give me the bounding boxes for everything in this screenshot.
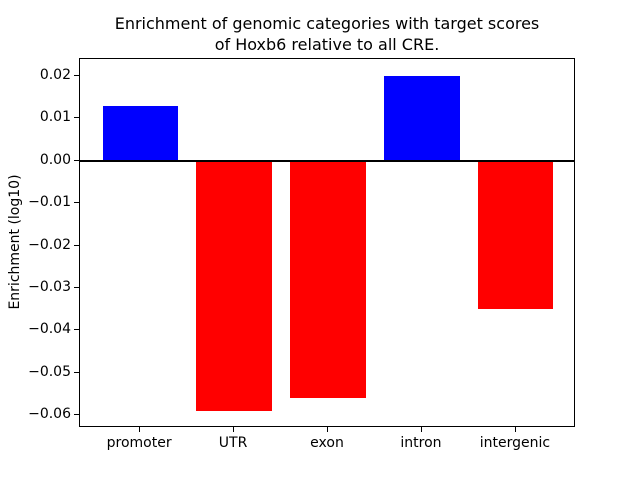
y-tick-label-0.01: 0.01 — [39, 109, 71, 126]
bar-intergenic — [478, 160, 554, 310]
x-tick-label-promoter: promoter — [106, 435, 172, 451]
y-tick-0.00 — [74, 159, 79, 161]
y-tick-label-−0.01: −0.01 — [28, 194, 71, 211]
bar-intron — [384, 75, 460, 161]
y-tick-label-−0.05: −0.05 — [28, 363, 71, 380]
y-tick-−0.02 — [74, 244, 79, 246]
chart-title-line2: of Hoxb6 relative to all CRE. — [214, 35, 440, 54]
bar-exon — [290, 160, 366, 399]
x-tick-intergenic — [514, 427, 516, 432]
y-tick-−0.04 — [74, 329, 79, 331]
x-tick-intron — [420, 427, 422, 432]
y-tick-label-−0.02: −0.02 — [28, 236, 71, 253]
y-tick-−0.03 — [74, 287, 79, 289]
x-tick-label-UTR: UTR — [218, 435, 248, 451]
x-tick-UTR — [233, 427, 235, 432]
y-tick-0.01 — [74, 117, 79, 119]
y-tick-0.02 — [74, 74, 79, 76]
chart-title-line1: Enrichment of genomic categories with ta… — [114, 14, 540, 33]
chart-title: Enrichment of genomic categories with ta… — [79, 13, 575, 55]
x-tick-promoter — [139, 427, 141, 432]
x-tick-label-exon: exon — [310, 435, 344, 451]
bar-UTR — [196, 160, 272, 412]
y-tick-label-−0.04: −0.04 — [28, 321, 71, 338]
x-tick-label-intergenic: intergenic — [479, 435, 551, 451]
zero-line — [80, 159, 574, 162]
y-tick-−0.01 — [74, 202, 79, 204]
y-tick-label-−0.06: −0.06 — [28, 406, 71, 423]
y-tick-−0.05 — [74, 371, 79, 373]
y-tick-label-0.00: 0.00 — [39, 151, 71, 168]
plot-area — [79, 58, 575, 427]
y-tick-−0.06 — [74, 414, 79, 416]
y-tick-label-−0.03: −0.03 — [28, 279, 71, 296]
x-tick-exon — [327, 427, 328, 432]
y-tick-label-0.02: 0.02 — [39, 66, 71, 83]
bar-promoter — [102, 105, 178, 161]
x-tick-label-intron: intron — [400, 435, 442, 451]
